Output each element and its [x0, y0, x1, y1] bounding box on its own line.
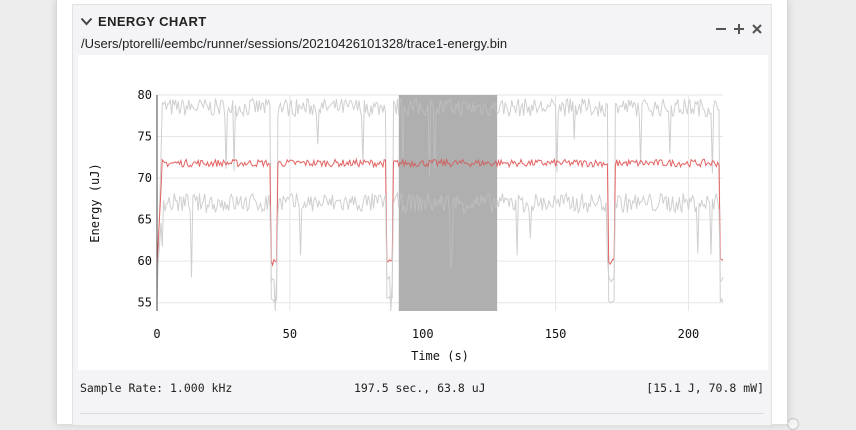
status-bar: Sample Rate: 1.000 kHz 197.5 sec., 63.8 …	[80, 381, 764, 397]
minus-icon[interactable]	[715, 23, 727, 35]
panel-header[interactable]: ENERGY CHART	[80, 10, 207, 32]
x-tick-label: 100	[412, 327, 434, 341]
series-line-avg	[156, 157, 724, 268]
x-tick-label: 150	[545, 327, 567, 341]
selection-overlay	[398, 95, 498, 311]
background-left	[0, 0, 56, 424]
x-tick-label: 0	[153, 327, 160, 341]
main-window: ENERGY CHART /Users/ptorelli/eembc/runne…	[56, 0, 788, 425]
selection-summary: 197.5 sec., 63.8 uJ	[354, 381, 486, 395]
file-path: /Users/ptorelli/eembc/runner/sessions/20…	[81, 36, 508, 51]
y-tick-label: 60	[138, 254, 152, 268]
chevron-down-icon[interactable]	[80, 15, 93, 28]
y-tick-label: 80	[138, 88, 152, 102]
series-line-min	[156, 191, 724, 312]
divider	[80, 413, 764, 414]
panel-title: ENERGY CHART	[98, 13, 207, 29]
chart-svg[interactable]: 55 60 65 70 75 80 0 50 100 150 200 Time (s) Energy (…	[78, 55, 768, 370]
y-tick-label: 70	[138, 171, 152, 185]
x-tick-label: 200	[678, 327, 700, 341]
panel-controls	[715, 23, 763, 35]
energy-chart[interactable]: 55 60 65 70 75 80 0 50 100 150 200 Time (s) Energy (…	[78, 55, 768, 370]
x-tick-label: 50	[283, 327, 297, 341]
close-icon[interactable]	[751, 23, 763, 35]
x-axis-label: Time (s)	[411, 349, 469, 363]
background-right	[786, 0, 856, 424]
y-axis-label: Energy (uJ)	[88, 163, 102, 242]
y-tick-label: 65	[138, 213, 152, 227]
y-tick-label: 75	[138, 130, 152, 144]
energy-totals: [15.1 J, 70.8 mW]	[646, 381, 764, 395]
series-line-max	[156, 97, 724, 304]
energy-chart-panel: ENERGY CHART /Users/ptorelli/eembc/runne…	[72, 4, 772, 425]
sample-rate: Sample Rate: 1.000 kHz	[80, 381, 233, 395]
plus-icon[interactable]	[733, 23, 745, 35]
scroll-indicator[interactable]	[787, 418, 799, 430]
y-tick-label: 55	[138, 296, 152, 310]
